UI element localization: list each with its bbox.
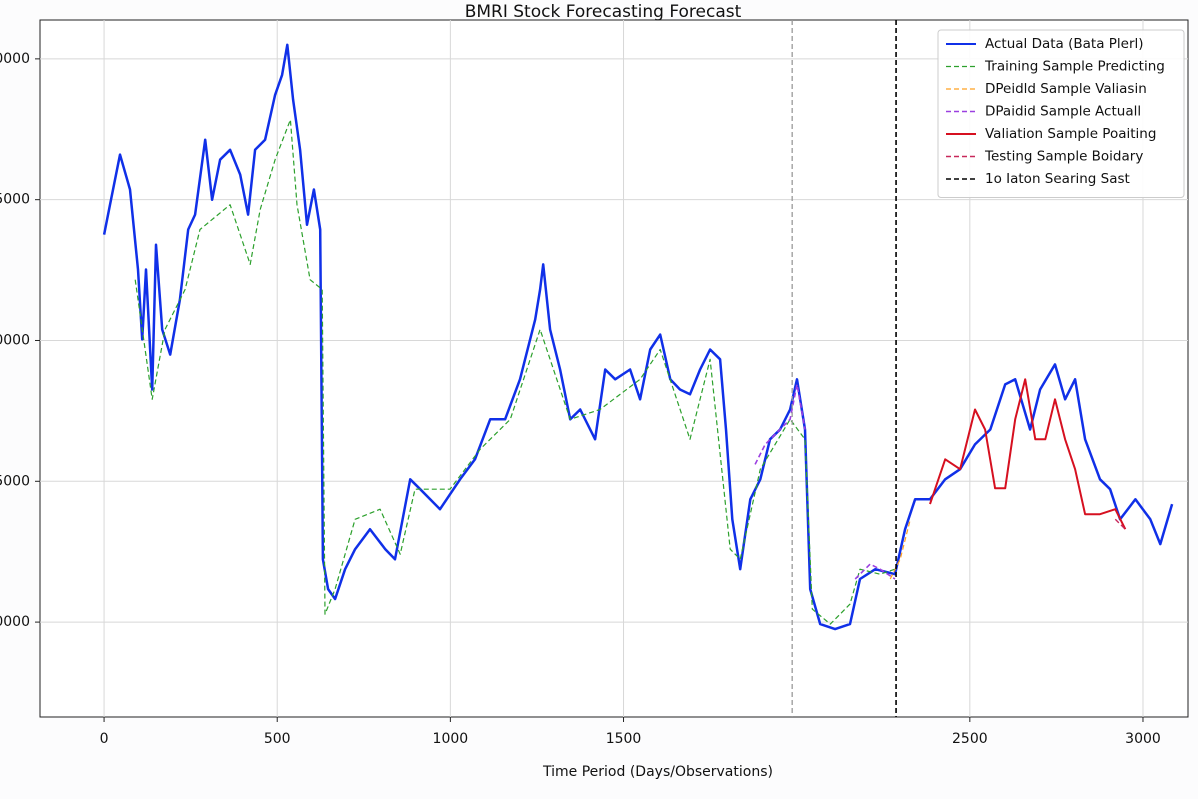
- series-line: [102, 43, 1174, 631]
- x-tick-label: 1500: [606, 731, 642, 747]
- x-tick-label: 500: [264, 731, 291, 747]
- legend-box: [937, 29, 1185, 198]
- x-tick-label: 2500: [952, 731, 988, 747]
- legend-label: 1o Iaton Searing Sast: [985, 171, 1130, 187]
- legend-label: Testing Sample Boidary: [984, 149, 1143, 165]
- series-line: [889, 519, 911, 580]
- x-tick-label: 0: [100, 731, 109, 747]
- x-tick-label: 3000: [1125, 731, 1161, 747]
- series-line: [754, 383, 896, 580]
- legend-label: DPaidid Sample Actuall: [985, 104, 1141, 120]
- y-tick-label: 5000: [0, 192, 30, 208]
- legend-label: DPeidld Sample Valiasin: [985, 81, 1147, 97]
- legend-label: Valiation Sample Poaiting: [985, 126, 1156, 142]
- legend-label: Training Sample Predicting: [984, 59, 1165, 75]
- x-axis-label: Time Period (Days/Observations): [542, 764, 773, 780]
- series-line: [1114, 518, 1126, 530]
- series-line: [134, 119, 896, 625]
- legend-label: Actual Data (Bata Plerl): [985, 36, 1144, 52]
- y-tick-label: 5000: [0, 473, 30, 489]
- chart-title: BMRI Stock Forecasting Forecast: [465, 2, 742, 22]
- x-tick-label: 1000: [433, 731, 469, 747]
- series-line: [929, 378, 1127, 530]
